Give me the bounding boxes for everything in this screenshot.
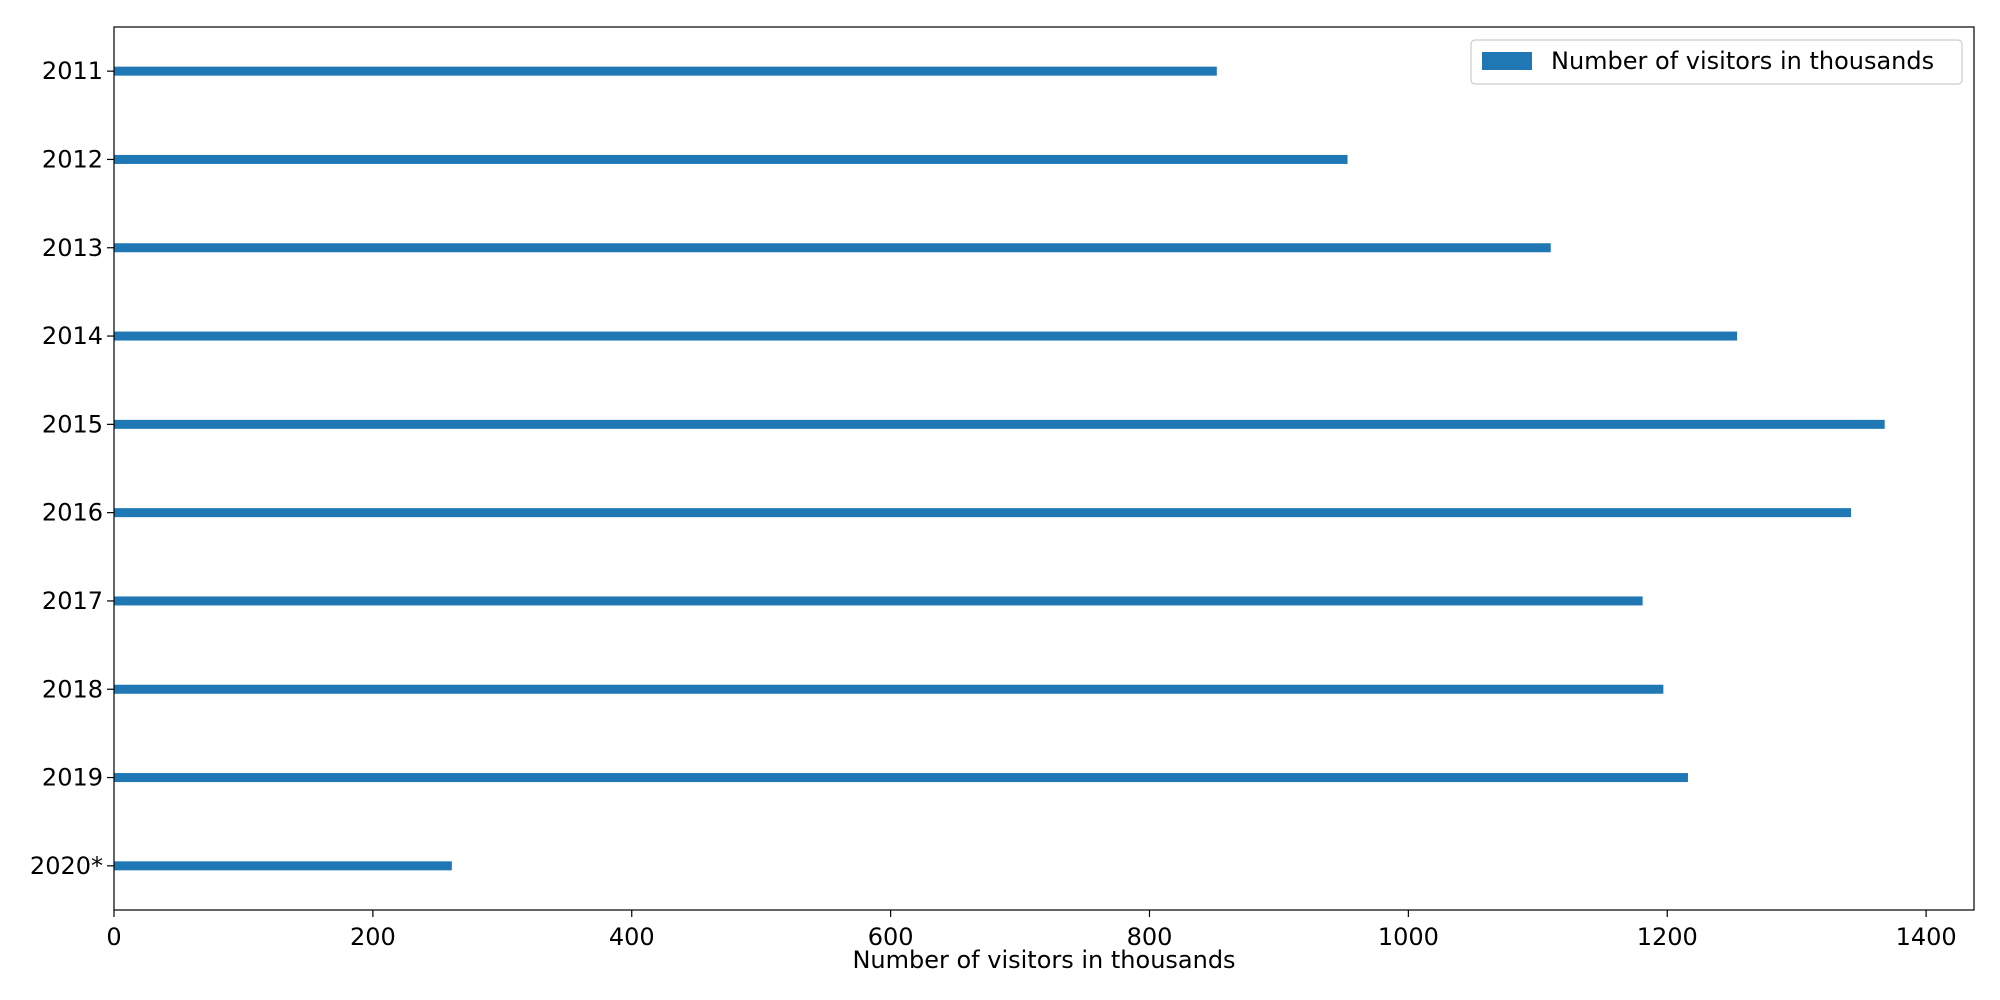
y-tick-label: 2019 (42, 764, 103, 792)
x-tick-label: 0 (106, 923, 121, 951)
x-tick-label: 1000 (1378, 923, 1439, 951)
x-tick-label: 1400 (1896, 923, 1957, 951)
bar-2017 (114, 596, 1643, 606)
bar-2019 (114, 773, 1688, 783)
bar-2016 (114, 508, 1852, 518)
y-axis-ticks: 2011 2012 2013 2014 2015 2016 2017 2018 2019 2020… (30, 57, 114, 880)
x-axis-ticks: 0 200 400 600 800 1000 1200 1400 (106, 910, 1957, 951)
x-tick-label: 800 (1127, 923, 1173, 951)
bar-2014 (114, 331, 1738, 341)
y-tick-label: 2013 (42, 234, 103, 262)
bar-2020* (114, 861, 452, 871)
x-tick-label: 400 (609, 923, 655, 951)
legend-label: Number of visitors in thousands (1551, 47, 1934, 75)
legend-box (1470, 39, 1963, 85)
bar-2013 (114, 243, 1551, 253)
x-axis-label: Number of visitors in thousands (852, 946, 1235, 974)
y-tick-label: 2014 (42, 322, 103, 350)
bar-2012 (114, 154, 1348, 164)
y-tick-label: 2011 (42, 57, 103, 85)
legend: Number of visitors in thousands (1470, 39, 1963, 85)
y-tick-label: 2016 (42, 499, 103, 527)
bars-group (114, 66, 1885, 871)
y-tick-label: 2017 (42, 587, 103, 615)
y-tick-label: 2015 (42, 410, 103, 438)
legend-swatch (1482, 52, 1532, 70)
y-tick-label: 2018 (42, 675, 103, 703)
y-tick-label: 2012 (42, 145, 103, 173)
x-tick-label: 1200 (1637, 923, 1698, 951)
x-tick-label: 200 (350, 923, 396, 951)
bar-2018 (114, 684, 1664, 694)
plot-frame (113, 26, 1975, 911)
bar-2011 (114, 66, 1217, 76)
bar-2015 (114, 419, 1885, 429)
y-tick-label: 2020* (30, 852, 103, 880)
x-tick-label: 600 (868, 923, 914, 951)
